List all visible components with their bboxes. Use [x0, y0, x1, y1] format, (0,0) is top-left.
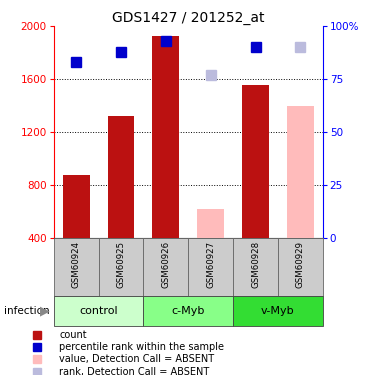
Bar [188, 238, 233, 296]
Text: value, Detection Call = ABSENT: value, Detection Call = ABSENT [59, 354, 214, 364]
Text: GSM60928: GSM60928 [251, 241, 260, 288]
Text: control: control [79, 306, 118, 316]
Title: GDS1427 / 201252_at: GDS1427 / 201252_at [112, 11, 265, 25]
Text: GSM60929: GSM60929 [296, 241, 305, 288]
Text: c-Myb: c-Myb [172, 306, 205, 316]
Text: GSM60927: GSM60927 [206, 241, 215, 288]
Bar [233, 296, 323, 326]
Bar [108, 116, 134, 238]
Bar [278, 238, 323, 296]
Bar [144, 296, 233, 326]
Bar [54, 238, 99, 296]
Bar [63, 175, 90, 238]
Bar [233, 238, 278, 296]
Bar [287, 106, 314, 238]
Bar [242, 84, 269, 238]
Text: percentile rank within the sample: percentile rank within the sample [59, 342, 224, 352]
Text: GSM60926: GSM60926 [161, 241, 170, 288]
Text: v-Myb: v-Myb [261, 306, 295, 316]
Text: infection: infection [4, 306, 49, 316]
Bar [54, 296, 144, 326]
Text: GSM60924: GSM60924 [72, 241, 81, 288]
Text: ▶: ▶ [40, 305, 49, 318]
Text: GSM60925: GSM60925 [116, 241, 125, 288]
Bar [152, 36, 179, 238]
Bar [144, 238, 188, 296]
Bar [99, 238, 144, 296]
Text: count: count [59, 330, 87, 340]
Text: rank, Detection Call = ABSENT: rank, Detection Call = ABSENT [59, 367, 210, 375]
Bar [197, 209, 224, 238]
